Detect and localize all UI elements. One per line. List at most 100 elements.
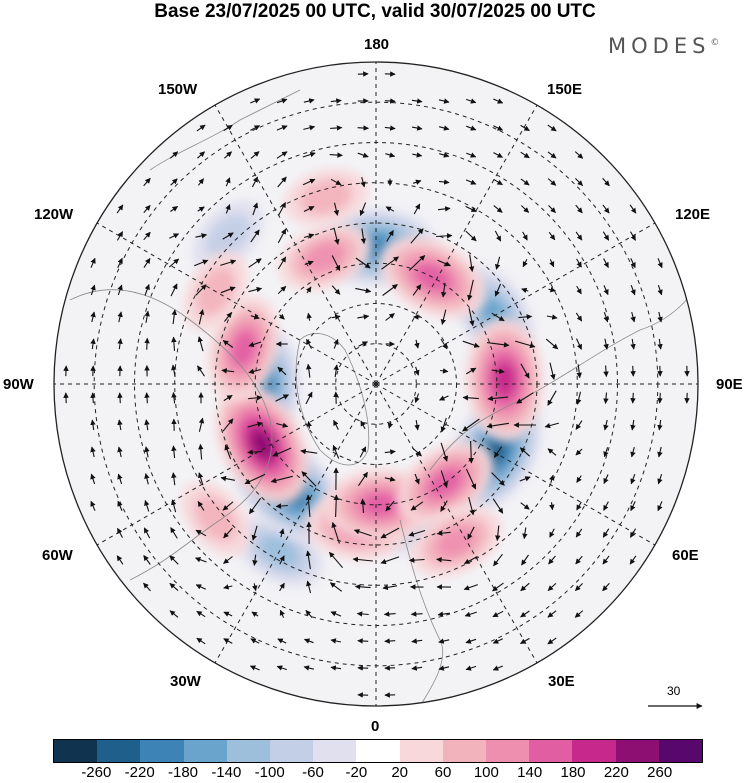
colorbar-swatch (54, 740, 98, 762)
wind-arrow (360, 228, 367, 245)
wind-arrow (195, 284, 207, 296)
wind-arrow (276, 151, 288, 159)
wind-arrow (464, 555, 478, 565)
wind-arrow (410, 228, 424, 244)
wind-arrow (116, 231, 124, 241)
wind-arrow (575, 583, 583, 591)
wind-arrow (603, 447, 609, 458)
wind-arrow (171, 364, 177, 378)
colorbar-swatch (226, 740, 271, 762)
wind-arrow (602, 204, 610, 214)
wind-arrow (305, 609, 313, 618)
wind-arrow (414, 339, 420, 349)
wind-arrow (493, 152, 503, 158)
wind-arrow (144, 392, 150, 404)
wind-arrow (630, 311, 636, 323)
wind-arrow (436, 557, 452, 563)
wind-arrow (493, 125, 504, 131)
wind-arrow (411, 125, 423, 131)
wind-arrow (439, 395, 449, 401)
wind-arrow (492, 638, 503, 644)
wind-arrow (333, 202, 340, 216)
wind-arrow (220, 475, 236, 482)
wind-arrow (143, 204, 151, 213)
wind-arrow (549, 259, 555, 268)
wind-arrow (248, 497, 262, 515)
wind-arrow (546, 314, 558, 320)
wind-arrow (548, 205, 556, 213)
colorbar-swatch (615, 740, 659, 762)
wind-arrow (385, 152, 396, 158)
wind-arrow (603, 474, 609, 485)
wind-arrow (438, 665, 450, 671)
colorbar-swatch (399, 740, 443, 762)
wind-arrow (90, 392, 96, 404)
wind-arrow (252, 583, 258, 592)
wind-arrow (522, 231, 528, 241)
wind-arrow (225, 177, 231, 187)
wind-arrow (270, 475, 293, 484)
wind-arrow (603, 419, 609, 431)
wind-arrow (222, 501, 234, 511)
wind-arrow (491, 472, 505, 486)
colorbar-tick-label: 260 (647, 764, 673, 781)
wind-arrow (602, 582, 610, 592)
wind-arrow (603, 312, 609, 323)
wind-arrow (117, 338, 123, 350)
anomaly-pos-canada (215, 384, 310, 505)
wind-arrow (384, 125, 396, 131)
wind-arrow (90, 338, 96, 350)
wind-arrow (169, 555, 179, 565)
wind-arrow (170, 178, 178, 186)
wind-arrow (413, 203, 421, 215)
wind-arrow (575, 312, 583, 322)
wind-arrow (468, 308, 475, 327)
wind-arrow (196, 637, 206, 645)
wind-arrow (575, 391, 582, 405)
wind-arrow (465, 179, 477, 185)
colorbar-tick-label: -220 (124, 764, 155, 781)
map-title: Base 23/07/2025 00 UTC, valid 30/07/2025… (154, 1, 596, 22)
wind-arrow (602, 528, 610, 538)
wind-arrow (169, 233, 180, 239)
wind-arrow (520, 637, 530, 645)
wind-arrow (194, 557, 207, 563)
wind-arrow (603, 285, 609, 296)
wind-arrow (493, 178, 503, 186)
wind-arrow (278, 202, 286, 216)
wind-arrow (440, 442, 449, 462)
wind-arrow (384, 638, 396, 644)
wind-arrow (657, 501, 663, 512)
wind-arrow (603, 392, 609, 404)
wind-arrow (657, 258, 663, 269)
wind-arrow (275, 394, 289, 402)
colorbar-tick-label: 60 (434, 764, 452, 781)
wind-arrow (521, 287, 529, 294)
wind-arrow (437, 611, 450, 617)
wind-arrow (386, 230, 394, 242)
wind-arrow (514, 340, 536, 349)
wind-arrow (467, 526, 475, 540)
graticule (54, 62, 698, 706)
wind-arrow (117, 446, 123, 458)
lon-label-120w: 120W (34, 206, 74, 223)
wind-arrow (170, 206, 179, 212)
wind-arrow (360, 420, 366, 430)
wind-arrow (547, 151, 557, 159)
wind-arrow (440, 282, 447, 298)
wind-arrow (576, 285, 582, 295)
wind-arrow (544, 422, 559, 429)
colorbar-tick-label: -140 (211, 764, 242, 781)
wind-arrow (575, 231, 583, 241)
wind-arrow (414, 366, 420, 376)
meridian-line (375, 383, 656, 546)
wind-arrow (90, 311, 96, 323)
wind-arrow (411, 98, 423, 104)
wind-arrow (438, 179, 450, 185)
wind-arrow (576, 258, 582, 268)
wind-arrow (575, 528, 583, 538)
wind-arrow (303, 206, 315, 212)
wind-arrow (575, 204, 583, 214)
wind-arrow (410, 501, 424, 511)
anomaly-layer (180, 168, 544, 588)
